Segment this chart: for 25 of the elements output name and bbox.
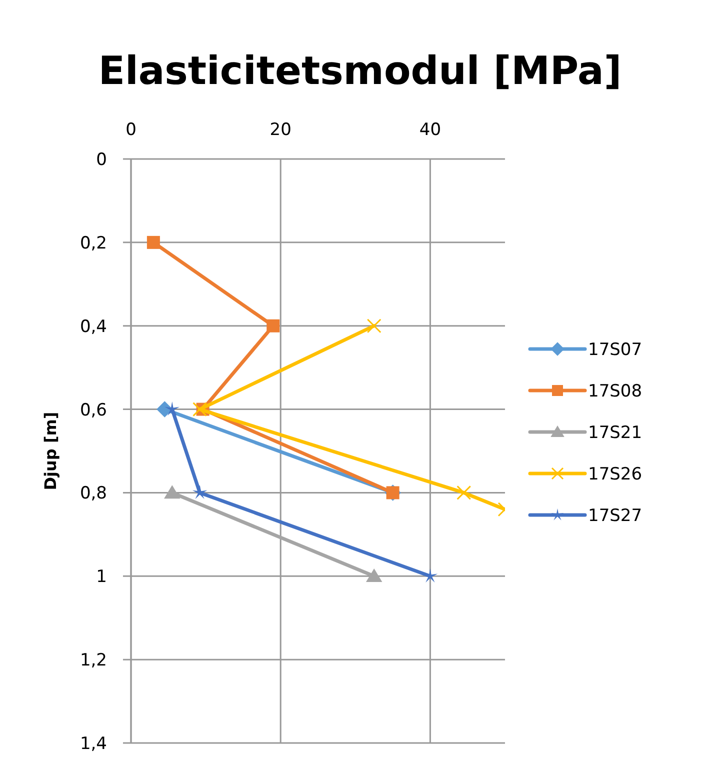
x-tick-label: 0 [126,120,136,140]
y-tick-label: 0,8 [80,484,107,504]
x-tick-label: 40 [419,120,442,140]
chart-title: Elasticitetsmodul [MPa] [98,49,622,94]
y-tick-label: 0,4 [80,316,107,337]
point [366,318,382,334]
y-tick-label: 0,6 [80,400,107,420]
point [146,236,160,249]
legend-label: 17S27 [588,506,642,526]
y-tick-label: 1,4 [80,734,107,754]
legend-label: 17S21 [588,423,642,443]
legend-label: 17S07 [588,340,642,360]
y-tick-label: 0 [96,150,107,170]
y-tick-label: 1,2 [80,650,107,671]
y-tick-label: 1 [96,567,107,588]
point [192,484,208,500]
y-axis-title: Djup [m] [41,412,60,490]
x-tick-label: 20 [270,120,292,140]
point [164,401,180,416]
point [456,485,472,500]
legend-label: 17S08 [588,382,642,402]
y-tick-label: 0,2 [80,233,107,254]
legend-label: 17S26 [588,464,642,484]
point [192,402,208,417]
point [266,319,280,332]
